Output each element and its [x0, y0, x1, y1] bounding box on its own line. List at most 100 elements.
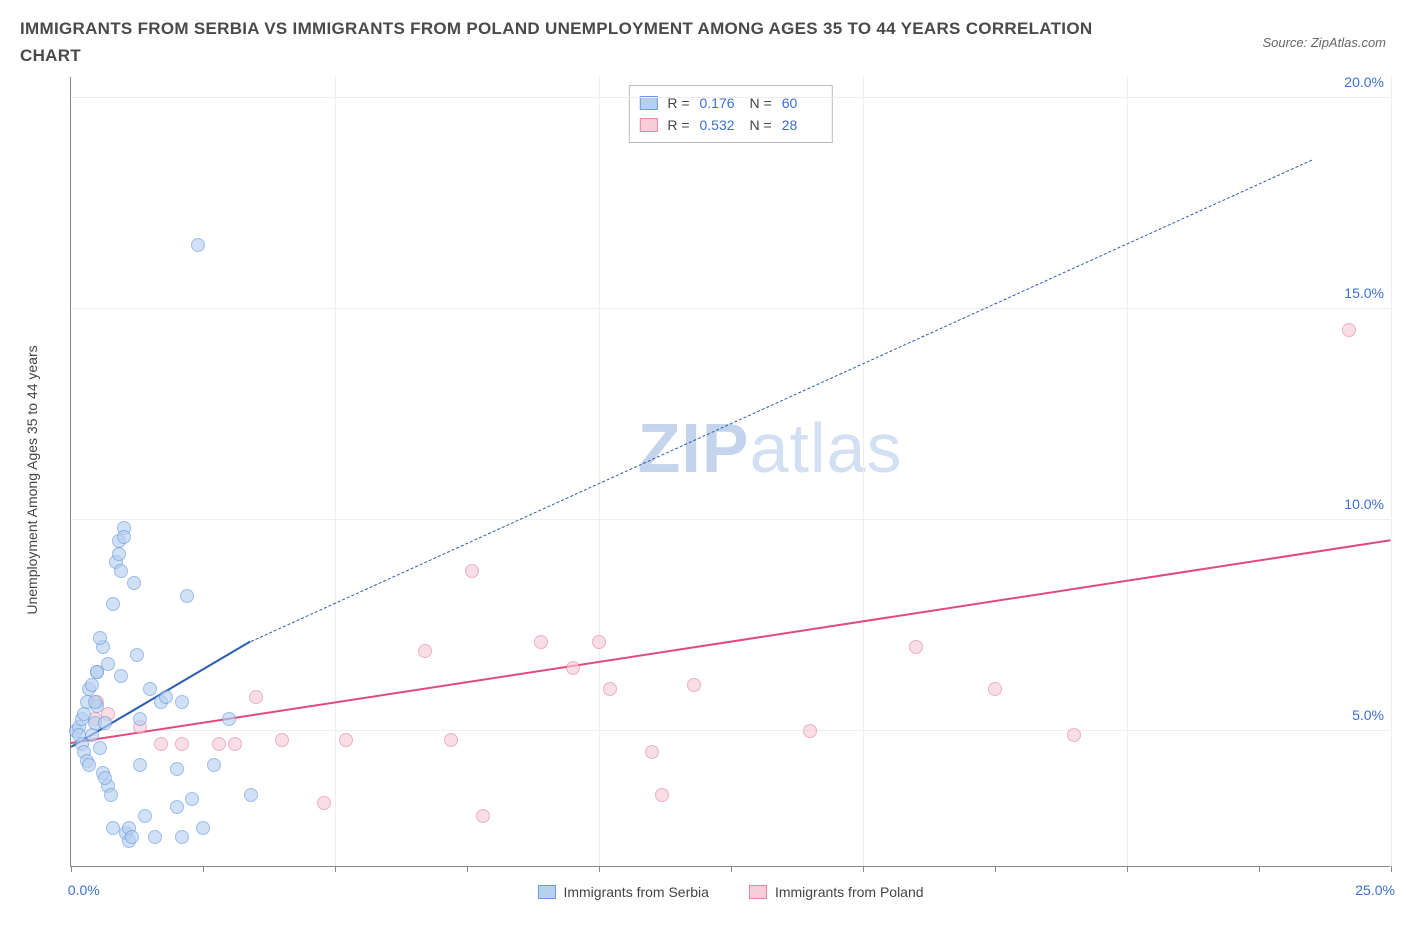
swatch-poland: [639, 118, 657, 132]
r-label: R =: [667, 117, 689, 133]
point-serbia: [104, 788, 118, 802]
y-tick-label: 15.0%: [1344, 285, 1384, 301]
point-serbia: [244, 788, 258, 802]
point-poland: [1342, 323, 1356, 337]
point-serbia: [196, 821, 210, 835]
point-serbia: [180, 589, 194, 603]
watermark-atlas: atlas: [750, 409, 903, 487]
r-label: R =: [667, 95, 689, 111]
bottom-legend: Immigrants from Serbia Immigrants from P…: [537, 884, 923, 900]
point-serbia: [185, 792, 199, 806]
swatch-serbia: [639, 96, 657, 110]
y-axis-label: Unemployment Among Ages 35 to 44 years: [24, 346, 40, 615]
point-poland: [249, 690, 263, 704]
legend-label-poland: Immigrants from Poland: [775, 884, 924, 900]
regression-serbia-dash: [250, 160, 1312, 643]
x-tick-minor: [1259, 866, 1260, 872]
point-serbia: [114, 564, 128, 578]
x-tick-label: 25.0%: [1355, 882, 1395, 898]
gridline-h: [71, 308, 1390, 309]
point-poland: [603, 682, 617, 696]
chart-container: Unemployment Among Ages 35 to 44 years Z…: [20, 77, 1386, 867]
point-serbia: [112, 547, 126, 561]
point-serbia: [127, 576, 141, 590]
gridline-v: [1127, 77, 1128, 866]
legend-item-serbia: Immigrants from Serbia: [537, 884, 708, 900]
gridline-v: [863, 77, 864, 866]
source-attribution: Source: ZipAtlas.com: [1262, 35, 1386, 50]
x-tick-mark: [71, 866, 72, 872]
point-serbia: [106, 821, 120, 835]
point-poland: [909, 640, 923, 654]
point-poland: [476, 809, 490, 823]
point-poland: [465, 564, 479, 578]
point-serbia: [222, 712, 236, 726]
point-serbia: [138, 809, 152, 823]
y-tick-label: 10.0%: [1344, 496, 1384, 512]
point-serbia: [133, 712, 147, 726]
gridline-h: [71, 730, 1390, 731]
y-tick-label: 5.0%: [1352, 707, 1384, 723]
point-poland: [418, 644, 432, 658]
stats-legend-box: R = 0.176 N = 60 R = 0.532 N = 28: [628, 85, 832, 143]
point-serbia: [175, 695, 189, 709]
point-poland: [534, 635, 548, 649]
x-tick-mark: [863, 866, 864, 872]
gridline-h: [71, 519, 1390, 520]
x-tick-minor: [995, 866, 996, 872]
point-poland: [803, 724, 817, 738]
point-serbia: [159, 690, 173, 704]
point-serbia: [143, 682, 157, 696]
point-serbia: [85, 678, 99, 692]
point-serbia: [93, 741, 107, 755]
point-poland: [1067, 728, 1081, 742]
point-poland: [339, 733, 353, 747]
scatter-plot: ZIPatlas R = 0.176 N = 60 R = 0.532 N = …: [70, 77, 1390, 867]
gridline-v: [335, 77, 336, 866]
point-serbia: [148, 830, 162, 844]
x-tick-mark: [599, 866, 600, 872]
point-serbia: [191, 238, 205, 252]
point-serbia: [85, 728, 99, 742]
legend-label-serbia: Immigrants from Serbia: [563, 884, 708, 900]
point-poland: [275, 733, 289, 747]
point-poland: [175, 737, 189, 751]
gridline-h: [71, 97, 1390, 98]
point-serbia: [170, 762, 184, 776]
point-poland: [154, 737, 168, 751]
x-tick-minor: [203, 866, 204, 872]
stats-row-poland: R = 0.532 N = 28: [639, 114, 821, 136]
x-tick-mark: [1127, 866, 1128, 872]
point-poland: [228, 737, 242, 751]
point-poland: [444, 733, 458, 747]
point-poland: [592, 635, 606, 649]
n-value-serbia: 60: [782, 95, 822, 111]
x-tick-minor: [467, 866, 468, 872]
point-serbia: [170, 800, 184, 814]
r-value-serbia: 0.176: [700, 95, 740, 111]
x-tick-mark: [335, 866, 336, 872]
point-serbia: [133, 758, 147, 772]
point-poland: [645, 745, 659, 759]
point-serbia: [175, 830, 189, 844]
point-poland: [988, 682, 1002, 696]
point-serbia: [98, 716, 112, 730]
point-poland: [687, 678, 701, 692]
n-label: N =: [750, 117, 772, 133]
point-poland: [566, 661, 580, 675]
point-serbia: [101, 657, 115, 671]
gridline-v: [1391, 77, 1392, 866]
legend-swatch-serbia: [537, 885, 555, 899]
n-value-poland: 28: [782, 117, 822, 133]
point-serbia: [207, 758, 221, 772]
x-tick-label: 0.0%: [68, 882, 100, 898]
regression-poland: [71, 539, 1391, 744]
point-serbia: [98, 771, 112, 785]
point-poland: [317, 796, 331, 810]
r-value-poland: 0.532: [700, 117, 740, 133]
y-tick-label: 20.0%: [1344, 74, 1384, 90]
point-serbia: [88, 695, 102, 709]
x-tick-minor: [731, 866, 732, 872]
point-poland: [212, 737, 226, 751]
header: IMMIGRANTS FROM SERBIA VS IMMIGRANTS FRO…: [20, 15, 1386, 69]
